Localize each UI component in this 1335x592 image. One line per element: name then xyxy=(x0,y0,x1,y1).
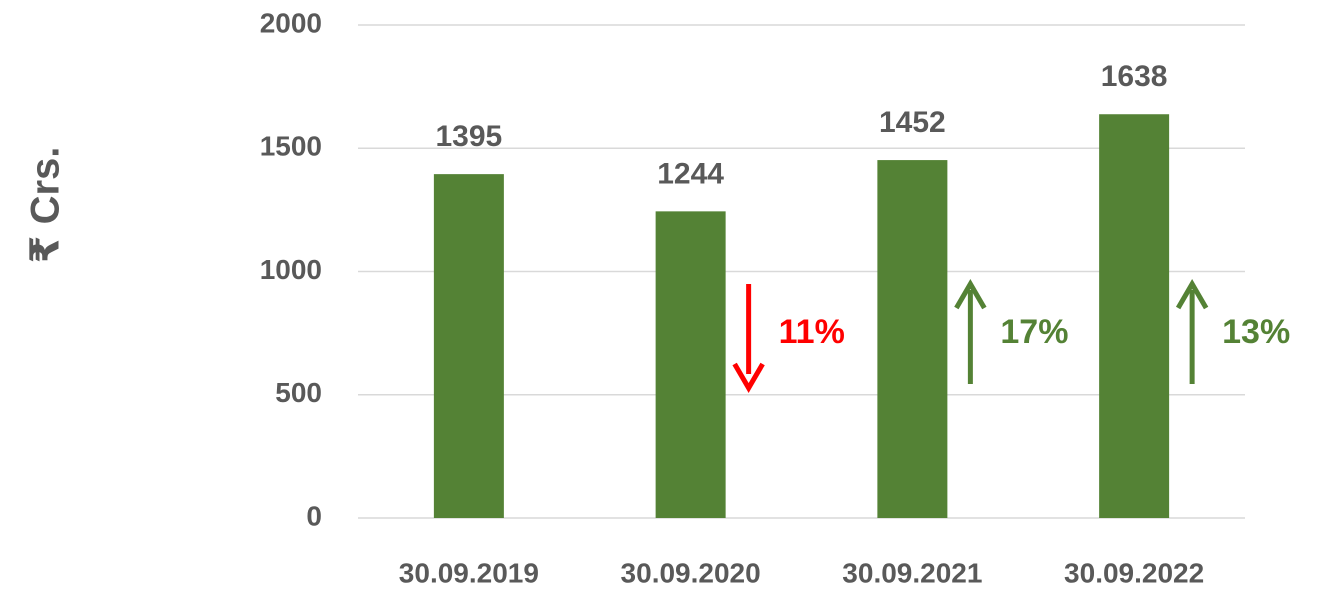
y-tick-label: 1500 xyxy=(260,131,322,162)
value-label: 1244 xyxy=(657,157,724,190)
bar xyxy=(877,160,948,518)
x-tick-label: 30.09.2020 xyxy=(621,557,761,588)
y-tick-label: 1000 xyxy=(260,254,322,285)
y-tick-label: 500 xyxy=(275,377,322,408)
arrow-head xyxy=(732,362,765,393)
value-label: 1452 xyxy=(879,106,946,139)
arrow-head xyxy=(1175,279,1209,310)
bar xyxy=(1099,114,1170,518)
value-label: 1638 xyxy=(1101,60,1168,93)
y-tick-label: 2000 xyxy=(260,7,322,38)
annotation: 17% xyxy=(1000,313,1068,351)
bar xyxy=(433,174,504,518)
arrow-head xyxy=(954,279,987,310)
y-tick-label: 0 xyxy=(306,500,322,531)
x-tick-label: 30.09.2021 xyxy=(842,557,982,588)
y-axis-label: ₹ Crs. xyxy=(24,147,68,264)
x-tick-label: 30.09.2019 xyxy=(399,557,539,588)
annotation: 11% xyxy=(779,313,845,351)
bar xyxy=(655,211,726,518)
x-tick-label: 30.09.2022 xyxy=(1064,557,1204,588)
value-label: 1395 xyxy=(436,120,503,153)
annotation: 13% xyxy=(1222,313,1290,351)
